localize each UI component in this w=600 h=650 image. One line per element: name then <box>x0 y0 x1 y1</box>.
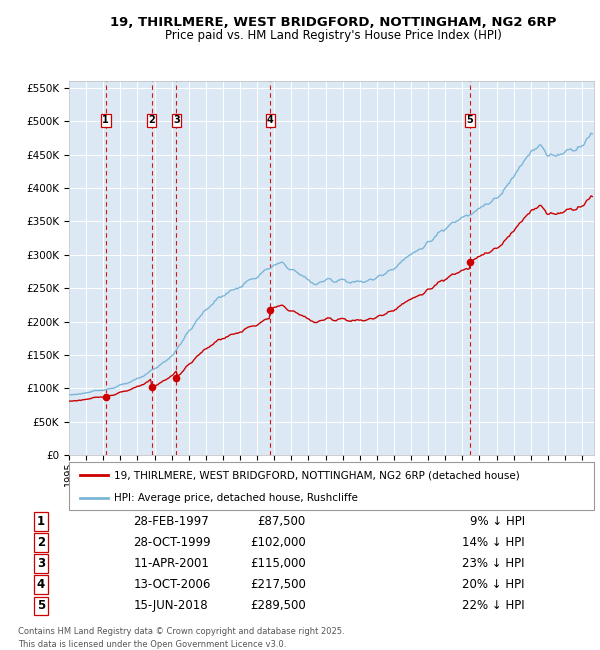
Text: £102,000: £102,000 <box>250 536 306 549</box>
Text: 4: 4 <box>267 116 274 125</box>
Text: Price paid vs. HM Land Registry's House Price Index (HPI): Price paid vs. HM Land Registry's House … <box>164 29 502 42</box>
Text: 1: 1 <box>37 515 45 528</box>
Text: £217,500: £217,500 <box>250 578 306 591</box>
Text: 3: 3 <box>37 557 45 570</box>
Text: 19, THIRLMERE, WEST BRIDGFORD, NOTTINGHAM, NG2 6RP: 19, THIRLMERE, WEST BRIDGFORD, NOTTINGHA… <box>110 16 556 29</box>
Text: 15-JUN-2018: 15-JUN-2018 <box>133 599 208 612</box>
Text: 5: 5 <box>37 599 45 612</box>
Text: 13-OCT-2006: 13-OCT-2006 <box>133 578 211 591</box>
Text: £87,500: £87,500 <box>258 515 306 528</box>
Text: £289,500: £289,500 <box>250 599 306 612</box>
Text: 22% ↓ HPI: 22% ↓ HPI <box>462 599 525 612</box>
Text: 5: 5 <box>467 116 473 125</box>
Text: HPI: Average price, detached house, Rushcliffe: HPI: Average price, detached house, Rush… <box>113 493 358 503</box>
Text: 11-APR-2001: 11-APR-2001 <box>133 557 209 570</box>
Text: 3: 3 <box>173 116 180 125</box>
Text: 19, THIRLMERE, WEST BRIDGFORD, NOTTINGHAM, NG2 6RP (detached house): 19, THIRLMERE, WEST BRIDGFORD, NOTTINGHA… <box>113 470 520 480</box>
Text: 23% ↓ HPI: 23% ↓ HPI <box>463 557 525 570</box>
Text: 2: 2 <box>37 536 45 549</box>
Text: 1: 1 <box>103 116 109 125</box>
Text: 2: 2 <box>148 116 155 125</box>
Text: 4: 4 <box>37 578 45 591</box>
Text: £115,000: £115,000 <box>250 557 306 570</box>
Text: 20% ↓ HPI: 20% ↓ HPI <box>463 578 525 591</box>
Text: Contains HM Land Registry data © Crown copyright and database right 2025.
This d: Contains HM Land Registry data © Crown c… <box>18 627 344 649</box>
Text: 14% ↓ HPI: 14% ↓ HPI <box>462 536 525 549</box>
Text: 28-FEB-1997: 28-FEB-1997 <box>133 515 209 528</box>
Text: 9% ↓ HPI: 9% ↓ HPI <box>470 515 525 528</box>
Text: 28-OCT-1999: 28-OCT-1999 <box>133 536 211 549</box>
FancyBboxPatch shape <box>69 462 594 510</box>
